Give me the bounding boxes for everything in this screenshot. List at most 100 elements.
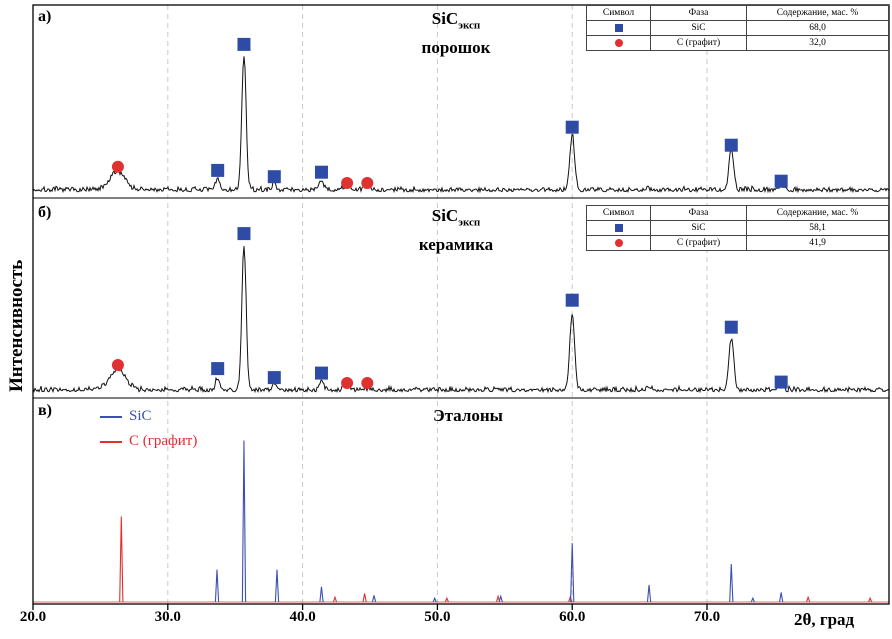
sic-reference-peak <box>729 563 734 603</box>
graphite-reference-peak <box>805 595 811 603</box>
sic-marker <box>774 174 788 188</box>
symbol-cell <box>586 220 651 236</box>
reference-legend: SiC С (графит) <box>100 408 197 458</box>
sic-marker <box>237 37 251 51</box>
sic-reference-peak <box>371 595 377 603</box>
sic-reference-peak <box>750 596 755 603</box>
x-tick-label: 50.0 <box>424 609 451 625</box>
sic-marker <box>267 170 281 184</box>
phase-table-ceramic: Символ Фаза Содержание, мас. % SiC 58,1 … <box>586 205 889 251</box>
x-tick-label: 40.0 <box>289 609 316 625</box>
content-cell: 32,0 <box>746 35 889 51</box>
table-header-symbol: Символ <box>586 5 651 21</box>
legend-item-sic: SiC <box>100 408 197 425</box>
panel-b-letter: б) <box>38 204 52 221</box>
table-row: С (графит) 32,0 <box>586 35 889 51</box>
sic-marker <box>314 366 328 380</box>
sic-square-icon <box>614 223 623 232</box>
sic-reference-peak <box>214 569 220 603</box>
panel-v-letter: в) <box>38 402 52 419</box>
sic-square-icon <box>614 23 623 32</box>
x-tick-label: 30.0 <box>154 609 181 625</box>
graphite-line-icon <box>100 440 122 443</box>
sic-reference-peak <box>570 543 575 603</box>
phase-table-powder: Символ Фаза Содержание, мас. % SiC 68,0 … <box>586 5 889 51</box>
panel-a-subtitle: порошок <box>421 38 491 57</box>
graphite-circle-icon <box>614 238 623 247</box>
phase-cell: С (графит) <box>650 35 747 51</box>
graphite-marker <box>111 160 124 173</box>
sic-marker <box>724 320 738 334</box>
graphite-reference-peak <box>362 593 367 603</box>
sic-marker <box>211 163 225 177</box>
y-axis-label: Интенсивность <box>6 259 27 392</box>
graphite-reference-peak <box>332 595 338 603</box>
panel-a-title-subscript: эксп <box>458 19 481 32</box>
table-header-symbol: Символ <box>586 205 651 221</box>
sic-marker <box>774 375 788 389</box>
panel-b-title-subscript: эксп <box>458 216 481 229</box>
panel-a-title-formula: SiC <box>431 9 459 28</box>
sic-marker <box>211 362 225 376</box>
sic-marker <box>237 227 251 241</box>
table-header-content: Содержание, мас. % <box>746 205 889 221</box>
sic-reference-peak <box>779 592 784 603</box>
sic-marker <box>565 293 579 307</box>
x-tick-label: 60.0 <box>559 609 586 625</box>
table-header-content: Содержание, мас. % <box>746 5 889 21</box>
graphite-marker <box>361 377 374 389</box>
xrd-curve-b <box>32 246 890 394</box>
table-header-row: Символ Фаза Содержание, мас. % <box>586 205 889 221</box>
content-cell: 41,9 <box>746 235 889 251</box>
legend-item-graphite: С (графит) <box>100 433 197 450</box>
panel-v-title: Эталоны <box>433 406 503 425</box>
content-cell: 58,1 <box>746 220 889 236</box>
sic-reference-peak <box>274 569 280 603</box>
legend-label-graphite: С (графит) <box>129 433 198 449</box>
table-header-row: Символ Фаза Содержание, мас. % <box>586 5 889 21</box>
table-header-phase: Фаза <box>650 205 747 221</box>
graphite-reference-peak <box>568 595 573 603</box>
panel-a-letter: а) <box>38 8 52 25</box>
sic-marker <box>724 138 738 152</box>
panel-b-subtitle: керамика <box>418 235 494 254</box>
x-axis-label: 2θ, град <box>794 610 855 629</box>
panel-b-title: SiCэксп <box>432 206 481 228</box>
sic-reference-peak <box>241 440 247 603</box>
sic-reference-peak <box>498 594 503 603</box>
symbol-cell <box>586 20 651 36</box>
panel-b-title-formula: SiC <box>431 206 459 225</box>
symbol-cell <box>586 235 651 251</box>
sic-reference-peak <box>646 584 652 603</box>
phase-cell: С (графит) <box>650 235 747 251</box>
table-header-phase: Фаза <box>650 5 747 21</box>
table-row: SiC 68,0 <box>586 20 889 36</box>
graphite-marker <box>341 377 354 389</box>
graphite-reference-peak <box>444 596 449 603</box>
sic-line-icon <box>100 415 122 418</box>
table-row: SiC 58,1 <box>586 220 889 236</box>
x-tick-label: 70.0 <box>693 609 721 625</box>
graphite-circle-icon <box>614 38 623 47</box>
graphite-reference-peak <box>868 596 873 603</box>
content-cell: 68,0 <box>746 20 889 36</box>
plot-frame <box>32 4 890 605</box>
graphite-marker <box>111 359 124 371</box>
x-tick-label: 20.0 <box>19 609 47 625</box>
legend-label-sic: SiC <box>129 408 152 424</box>
symbol-cell <box>586 35 651 51</box>
sic-reference-peak <box>319 586 324 603</box>
panel-a-title: SiCэксп <box>432 9 481 31</box>
phase-cell: SiC <box>650 220 747 236</box>
graphite-reference-peak <box>119 516 124 603</box>
xrd-curve-a <box>32 56 890 194</box>
sic-marker <box>314 165 328 179</box>
sic-reference-peak <box>432 596 437 603</box>
graphite-marker <box>341 177 354 189</box>
sic-marker <box>565 120 579 134</box>
graphite-marker <box>361 177 374 189</box>
table-row: С (графит) 41,9 <box>586 235 889 251</box>
phase-cell: SiC <box>650 20 747 36</box>
